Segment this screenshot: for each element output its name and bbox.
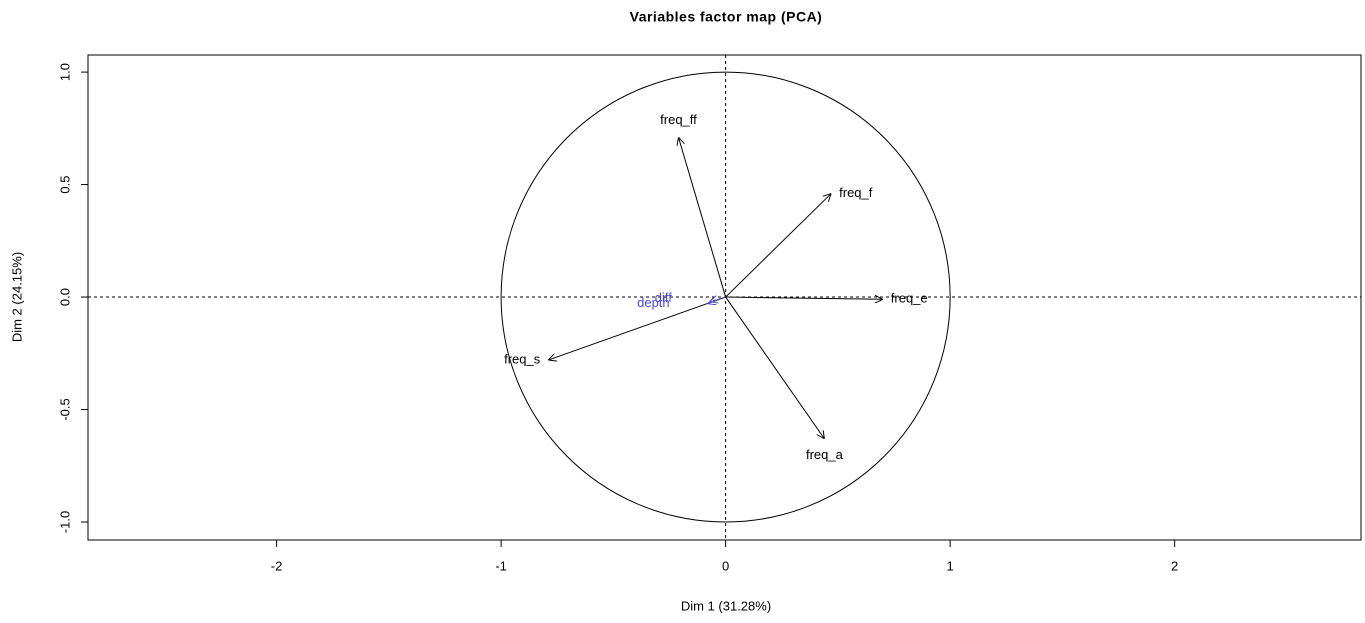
x-tick-label: 1 bbox=[947, 558, 954, 573]
variable-arrow bbox=[725, 296, 825, 439]
variable-label: depth bbox=[637, 295, 670, 310]
chart-title: Variables factor map (PCA) bbox=[630, 9, 823, 25]
correlation-circle bbox=[500, 71, 951, 523]
y-tick-label: -1.0 bbox=[57, 511, 72, 533]
variable-arrow bbox=[725, 194, 832, 298]
y-tick-label: 0.0 bbox=[57, 288, 72, 306]
x-tick-label: -1 bbox=[495, 558, 507, 573]
x-tick-label: 2 bbox=[1171, 558, 1178, 573]
variable-label: freq_f bbox=[839, 185, 873, 200]
x-axis-label: Dim 1 (31.28%) bbox=[681, 598, 771, 613]
variable-label: freq_a bbox=[806, 447, 844, 462]
variable-label: freq_ff bbox=[660, 112, 697, 127]
y-tick-label: 0.5 bbox=[57, 176, 72, 194]
variable-label: diff bbox=[655, 290, 672, 305]
variable-arrow bbox=[678, 137, 727, 298]
variable-label: freq_e bbox=[891, 291, 928, 306]
variable-arrow bbox=[710, 297, 726, 301]
x-tick-label: -2 bbox=[271, 558, 283, 573]
y-axis-label: Dim 2 (24.15%) bbox=[9, 252, 24, 342]
x-tick-label: 0 bbox=[722, 558, 729, 573]
y-tick-label: -0.5 bbox=[57, 398, 72, 420]
y-tick-label: 1.0 bbox=[57, 63, 72, 81]
variable-arrow bbox=[548, 296, 726, 360]
variable-arrow bbox=[725, 297, 883, 299]
variable-label: freq_s bbox=[504, 351, 541, 366]
